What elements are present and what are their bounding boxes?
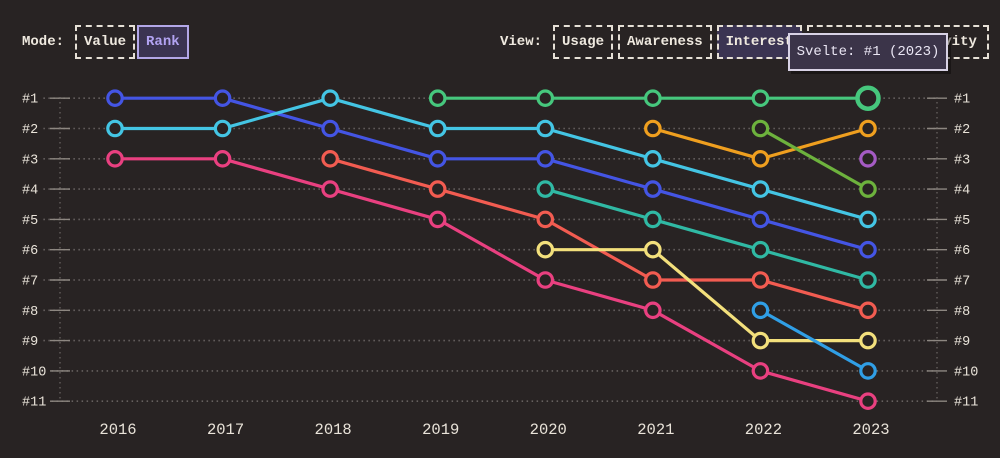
year-label-2022: 2022 xyxy=(745,421,782,439)
data-point-svelte-2020[interactable] xyxy=(536,89,555,107)
mode-label: Mode: xyxy=(22,34,65,50)
year-label-2018: 2018 xyxy=(315,421,352,439)
rank-label-left-7: #7 xyxy=(22,275,38,290)
data-point-svelte-2019[interactable] xyxy=(428,89,447,107)
data-point-blue-2021[interactable] xyxy=(644,180,662,198)
data-point-amber-2023[interactable] xyxy=(859,119,877,138)
year-label-2021: 2021 xyxy=(637,421,674,439)
data-point-pink-2023[interactable] xyxy=(859,392,877,410)
data-point-teal-2023[interactable] xyxy=(859,271,877,289)
data-point-purple-2023[interactable] xyxy=(859,150,877,168)
rank-label-left-11: #11 xyxy=(22,396,46,411)
data-point-cyan-2020[interactable] xyxy=(536,119,555,138)
data-point-cyan-2018[interactable] xyxy=(321,89,339,107)
data-point-chartreuse-2022[interactable] xyxy=(751,119,770,138)
data-point-pink-2016[interactable] xyxy=(106,150,124,168)
series-line-teal xyxy=(543,187,870,282)
data-point-sky-2023[interactable] xyxy=(859,362,877,380)
rank-label-right-3: #3 xyxy=(954,153,970,168)
data-point-blue-2019[interactable] xyxy=(428,150,447,168)
rank-label-right-2: #2 xyxy=(954,123,970,138)
data-point-cyan-2017[interactable] xyxy=(213,119,232,138)
rank-label-right-11: #11 xyxy=(954,396,978,411)
data-point-blue-2018[interactable] xyxy=(321,119,339,138)
tooltip: Svelte: #1 (2023) xyxy=(788,33,948,71)
view-label: View: xyxy=(500,34,543,50)
data-point-pink-2017[interactable] xyxy=(213,150,232,168)
data-point-salmon-2019[interactable] xyxy=(428,180,447,198)
data-point-blue-2022[interactable] xyxy=(751,210,770,229)
year-label-2016: 2016 xyxy=(99,421,136,439)
rank-label-left-10: #10 xyxy=(22,365,46,380)
data-point-blue-2017[interactable] xyxy=(213,89,232,107)
data-point-chartreuse-2023[interactable] xyxy=(859,180,877,198)
data-point-salmon-2018[interactable] xyxy=(321,150,339,168)
rank-label-right-5: #5 xyxy=(954,214,970,229)
data-point-pink-2019[interactable] xyxy=(428,210,447,229)
rank-label-left-9: #9 xyxy=(22,335,38,350)
rank-label-right-6: #6 xyxy=(954,244,970,259)
year-label-2023: 2023 xyxy=(852,421,889,439)
data-point-cyan-2016[interactable] xyxy=(106,119,124,138)
year-label-2019: 2019 xyxy=(422,421,459,439)
data-point-salmon-2022[interactable] xyxy=(751,271,770,289)
data-point-yellow-2020[interactable] xyxy=(536,240,555,259)
data-point-blue-2016[interactable] xyxy=(106,89,124,107)
data-point-cyan-2023[interactable] xyxy=(859,210,877,229)
rank-label-left-6: #6 xyxy=(22,244,38,259)
mode-option-value[interactable]: Value xyxy=(75,25,136,59)
rank-label-right-9: #9 xyxy=(954,335,970,350)
data-point-teal-2020[interactable] xyxy=(536,180,555,198)
series-line-pink xyxy=(113,157,870,403)
data-point-yellow-2023[interactable] xyxy=(859,331,877,350)
rank-label-right-10: #10 xyxy=(954,365,978,380)
series-line-blue xyxy=(113,96,870,252)
data-point-pink-2022[interactable] xyxy=(751,362,770,380)
rank-label-left-2: #2 xyxy=(22,123,38,138)
data-point-amber-2021[interactable] xyxy=(644,119,662,138)
data-point-pink-2021[interactable] xyxy=(644,301,662,320)
data-point-cyan-2022[interactable] xyxy=(751,180,770,198)
data-point-yellow-2022[interactable] xyxy=(751,331,770,350)
series-line-chartreuse xyxy=(758,126,870,191)
data-point-salmon-2020[interactable] xyxy=(536,210,555,229)
view-option-usage[interactable]: Usage xyxy=(553,25,614,59)
mode-options: Value Rank xyxy=(75,25,189,59)
data-point-sky-2022[interactable] xyxy=(751,301,770,320)
data-point-svelte-2021[interactable] xyxy=(644,89,662,107)
data-point-svelte-2022[interactable] xyxy=(751,89,770,107)
rank-label-right-4: #4 xyxy=(954,184,970,199)
data-point-teal-2021[interactable] xyxy=(644,210,662,229)
data-point-svelte-2023[interactable] xyxy=(855,85,881,111)
data-point-blue-2020[interactable] xyxy=(536,150,555,168)
tooltip-text: Svelte: #1 (2023) xyxy=(796,44,940,60)
series-line-sky xyxy=(758,308,870,373)
data-point-pink-2020[interactable] xyxy=(536,271,555,289)
data-point-salmon-2021[interactable] xyxy=(644,271,662,289)
data-point-cyan-2021[interactable] xyxy=(644,150,662,168)
data-point-pink-2018[interactable] xyxy=(321,180,339,198)
data-point-teal-2022[interactable] xyxy=(751,240,770,259)
series-line-cyan xyxy=(113,96,870,221)
rank-label-right-8: #8 xyxy=(954,305,970,320)
data-point-cyan-2019[interactable] xyxy=(428,119,447,138)
rank-label-left-3: #3 xyxy=(22,153,38,168)
data-point-yellow-2021[interactable] xyxy=(644,240,662,259)
rank-label-left-5: #5 xyxy=(22,214,38,229)
series-line-salmon xyxy=(328,157,870,312)
rank-label-right-1: #1 xyxy=(954,93,970,108)
view-option-awareness[interactable]: Awareness xyxy=(618,25,712,59)
year-label-2017: 2017 xyxy=(207,421,244,439)
rank-label-left-8: #8 xyxy=(22,305,38,320)
data-point-amber-2022[interactable] xyxy=(751,150,770,168)
year-label-2020: 2020 xyxy=(530,421,567,439)
rank-label-right-7: #7 xyxy=(954,275,970,290)
rank-label-left-4: #4 xyxy=(22,184,38,199)
data-point-blue-2023[interactable] xyxy=(859,240,877,259)
mode-toggle: Mode: Value Rank xyxy=(22,25,189,59)
mode-option-rank[interactable]: Rank xyxy=(137,25,189,59)
rank-label-left-1: #1 xyxy=(22,93,38,108)
data-point-salmon-2023[interactable] xyxy=(859,301,877,320)
